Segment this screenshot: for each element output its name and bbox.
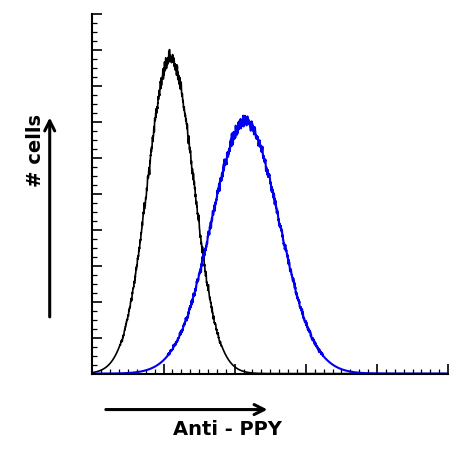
Text: # cells: # cells: [26, 114, 45, 187]
Text: Anti - PPY: Anti - PPY: [173, 420, 282, 439]
